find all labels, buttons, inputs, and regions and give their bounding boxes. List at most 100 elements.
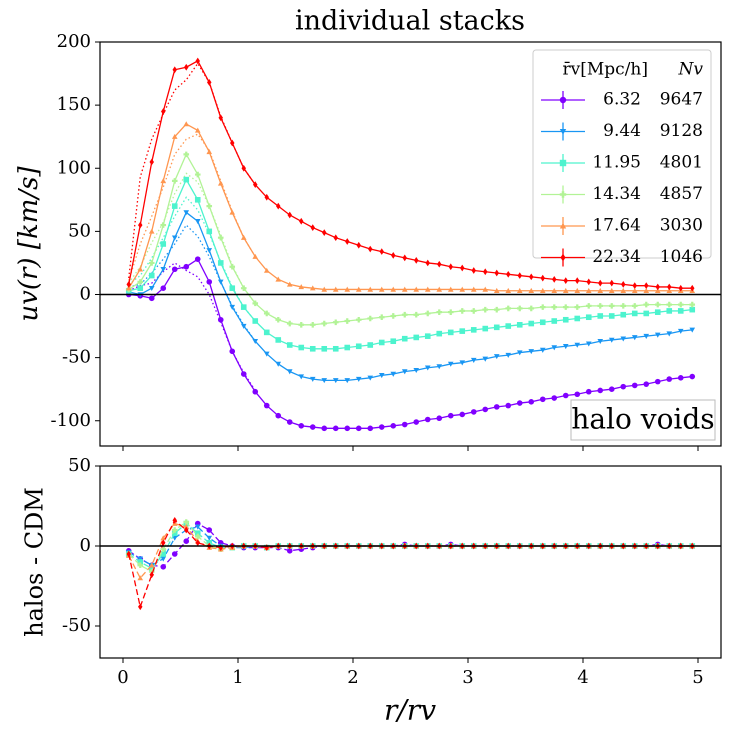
marker — [298, 284, 305, 290]
marker — [425, 259, 430, 267]
marker — [194, 533, 201, 540]
marker — [586, 278, 591, 286]
marker — [666, 301, 673, 308]
marker — [414, 257, 419, 264]
marker — [574, 342, 581, 348]
marker — [391, 252, 396, 259]
marker — [516, 305, 523, 312]
y-tick-label: -50 — [62, 615, 91, 636]
marker — [559, 96, 567, 104]
marker — [161, 108, 166, 115]
marker — [597, 303, 604, 309]
marker — [631, 303, 638, 309]
marker — [643, 381, 650, 387]
marker — [436, 309, 443, 315]
marker — [483, 268, 488, 276]
marker — [539, 304, 546, 310]
marker — [332, 286, 339, 292]
y-tick-label: -50 — [62, 347, 91, 368]
marker — [608, 287, 615, 293]
marker — [252, 338, 259, 345]
y-tick-label: 50 — [68, 455, 91, 476]
marker — [194, 197, 201, 203]
marker — [367, 425, 374, 432]
y-tick-label: 200 — [57, 31, 91, 52]
marker — [287, 211, 292, 219]
marker — [321, 320, 328, 327]
marker — [401, 369, 408, 375]
marker — [401, 286, 408, 292]
marker — [574, 315, 581, 322]
marker — [309, 345, 316, 352]
marker — [516, 287, 523, 293]
marker — [459, 360, 466, 366]
marker — [460, 264, 465, 272]
marker — [149, 158, 154, 166]
marker — [689, 373, 696, 380]
marker — [539, 287, 546, 293]
marker — [310, 224, 315, 231]
marker — [643, 333, 650, 339]
marker — [263, 267, 270, 273]
marker — [482, 356, 489, 362]
x-tick-label: 2 — [347, 667, 358, 688]
marker — [654, 309, 661, 315]
marker — [240, 285, 247, 291]
marker — [253, 181, 258, 189]
marker — [424, 310, 431, 317]
marker — [184, 63, 189, 71]
marker — [230, 139, 235, 147]
marker — [631, 287, 638, 293]
marker — [551, 318, 558, 324]
marker — [356, 241, 361, 249]
marker — [493, 354, 500, 360]
marker — [217, 180, 224, 186]
x-tick-label: 5 — [692, 667, 703, 688]
marker — [643, 301, 650, 308]
marker — [149, 571, 154, 579]
marker — [195, 539, 200, 547]
marker — [689, 327, 696, 333]
marker — [493, 404, 500, 410]
marker — [241, 164, 246, 172]
marker — [562, 392, 569, 399]
marker — [608, 303, 615, 309]
marker — [240, 371, 247, 377]
marker — [689, 306, 696, 313]
legend-count: 1046 — [660, 247, 703, 267]
marker — [252, 388, 259, 395]
marker — [161, 539, 166, 547]
marker — [138, 221, 143, 229]
marker — [620, 287, 627, 293]
marker — [183, 151, 190, 158]
marker — [332, 319, 339, 326]
marker — [207, 79, 212, 86]
marker — [332, 425, 339, 432]
marker — [229, 285, 236, 291]
marker — [172, 66, 177, 74]
marker — [195, 57, 200, 65]
marker — [367, 315, 374, 322]
legend-header: r̄v[Mpc/h] — [563, 60, 648, 80]
annotation-box — [570, 399, 716, 441]
marker — [206, 149, 213, 155]
marker — [333, 234, 338, 242]
marker — [275, 316, 282, 323]
marker — [539, 347, 546, 353]
marker — [551, 345, 558, 351]
marker — [585, 303, 592, 309]
marker — [574, 391, 581, 398]
marker — [540, 274, 545, 282]
marker — [309, 285, 316, 291]
marker — [413, 368, 420, 374]
marker — [678, 284, 683, 292]
marker — [206, 228, 213, 235]
marker — [574, 304, 581, 310]
marker — [471, 267, 476, 274]
marker — [309, 322, 316, 328]
marker — [286, 281, 293, 287]
marker — [217, 279, 224, 285]
marker — [505, 305, 512, 312]
marker — [183, 121, 190, 127]
marker — [355, 376, 362, 382]
